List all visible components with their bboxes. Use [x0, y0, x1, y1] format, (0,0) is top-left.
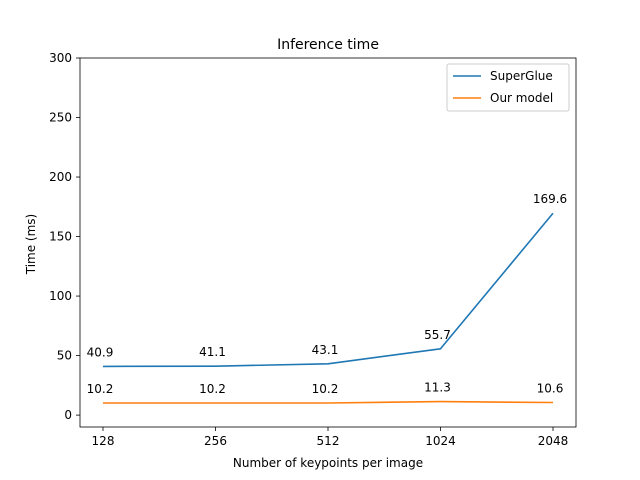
y-tick-label: 200	[49, 170, 72, 184]
legend-label: SuperGlue	[490, 69, 553, 83]
y-axis-title: Time (ms)	[24, 214, 38, 276]
legend-label: Our model	[490, 91, 553, 105]
series-line-0	[102, 212, 554, 368]
data-label: 10.2	[87, 382, 114, 396]
series-line-1	[103, 400, 554, 404]
data-label: 40.9	[87, 345, 114, 359]
data-label: 10.6	[537, 381, 564, 395]
x-tick-label: 1024	[425, 434, 456, 448]
x-axis-title: Number of keypoints per image	[233, 456, 423, 470]
x-tick-label: 512	[317, 434, 340, 448]
y-tick-label: 100	[49, 289, 72, 303]
data-label: 55.7	[424, 328, 451, 342]
y-tick-label: 150	[49, 230, 72, 244]
plot-area: 128 256 512 1024 2048 0 50 100 150 200 250 300 40.9 4…	[49, 51, 577, 448]
y-tick-label: 250	[49, 111, 72, 125]
data-label: 43.1	[312, 343, 339, 357]
x-tick-label: 128	[92, 434, 115, 448]
x-tick-label: 256	[204, 434, 227, 448]
x-tick-label: 2048	[538, 434, 569, 448]
plot-frame	[79, 57, 577, 428]
data-label: 169.6	[533, 192, 567, 206]
data-label: 10.2	[312, 382, 339, 396]
y-tick-label: 0	[64, 408, 72, 422]
data-label: 41.1	[199, 345, 226, 359]
data-label: 10.2	[199, 382, 226, 396]
data-label: 11.3	[424, 381, 451, 395]
y-tick-label: 50	[57, 349, 72, 363]
chart-title: Inference time	[277, 37, 379, 53]
y-tick-label: 300	[49, 51, 72, 65]
